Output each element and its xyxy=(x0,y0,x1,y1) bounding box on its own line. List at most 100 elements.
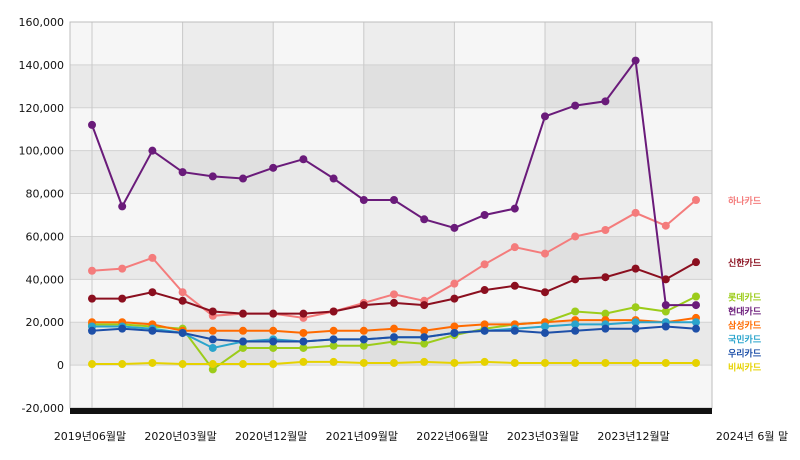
data-point xyxy=(631,358,640,367)
data-point xyxy=(480,286,489,295)
data-point xyxy=(118,202,127,211)
data-point xyxy=(269,343,278,352)
data-point xyxy=(571,320,580,329)
data-point xyxy=(692,318,700,327)
data-point xyxy=(359,358,368,367)
data-point xyxy=(601,273,610,282)
data-point xyxy=(571,275,580,284)
data-point xyxy=(118,264,127,273)
y-tick-label: 100,000 xyxy=(19,145,65,158)
x-axis-ticks: 2019년06월말 2020년03월말 2020년12월말 2021년09월말 2022… xyxy=(54,430,788,443)
series-label: 국민카드 xyxy=(728,333,762,345)
y-tick-label: -20,000 xyxy=(22,402,64,415)
data-point xyxy=(601,309,610,318)
grid-band xyxy=(364,22,455,408)
data-point xyxy=(541,358,549,367)
data-point xyxy=(208,343,217,352)
data-point xyxy=(148,146,157,155)
x-tick-label: 2020년12월말 xyxy=(235,430,307,443)
data-point xyxy=(299,343,308,352)
data-point xyxy=(208,360,217,369)
x-tick-label: 2022년06월말 xyxy=(416,430,488,443)
data-point xyxy=(299,328,308,337)
data-point xyxy=(269,163,278,172)
data-point xyxy=(692,358,700,367)
data-point xyxy=(359,335,368,344)
data-point xyxy=(541,288,549,297)
data-point xyxy=(88,360,96,369)
x-tick-label: 2023년12월말 xyxy=(597,430,669,443)
data-point xyxy=(299,309,308,318)
data-point xyxy=(631,303,640,312)
data-point xyxy=(88,294,96,303)
data-point xyxy=(661,275,670,284)
series-label: 비씨카드 xyxy=(728,361,762,373)
data-point xyxy=(571,326,580,335)
data-point xyxy=(178,360,187,369)
data-point xyxy=(239,360,247,369)
data-point xyxy=(359,326,368,335)
data-point xyxy=(208,307,217,316)
data-point xyxy=(480,211,489,219)
data-point xyxy=(148,358,157,367)
data-point xyxy=(420,301,429,310)
data-point xyxy=(420,333,429,342)
y-tick-label: 20,000 xyxy=(26,316,65,329)
x-tick-label: 2019년06월말 xyxy=(54,430,126,443)
data-point xyxy=(148,288,157,297)
data-point xyxy=(359,301,368,310)
data-point xyxy=(420,215,429,224)
data-point xyxy=(208,326,217,335)
series-label: 하나카드 xyxy=(728,195,762,207)
series-label: 현대카드 xyxy=(728,305,762,317)
data-point xyxy=(480,320,489,329)
y-tick-label: 140,000 xyxy=(19,59,65,72)
data-point xyxy=(601,226,610,235)
data-point xyxy=(329,357,338,366)
y-tick-label: 160,000 xyxy=(19,16,65,29)
data-point xyxy=(661,221,670,230)
data-point xyxy=(390,324,398,333)
data-point xyxy=(299,357,308,366)
x-tick-label: 2021년09월말 xyxy=(326,430,398,443)
data-point xyxy=(239,343,247,352)
data-point xyxy=(420,326,429,335)
y-axis-ticks: -20,000 0 20,000 40,000 60,000 80,000 100,000 1… xyxy=(19,16,65,415)
series-label: 신한카드 xyxy=(728,257,762,269)
data-point xyxy=(510,326,519,335)
data-point xyxy=(88,266,96,275)
x-tick-label: 2023년03월말 xyxy=(507,430,579,443)
series-label: 롯데카드 xyxy=(728,291,762,303)
data-point xyxy=(661,307,670,316)
data-point xyxy=(329,307,338,316)
data-point xyxy=(208,172,217,181)
data-point xyxy=(661,301,670,310)
data-point xyxy=(269,309,278,318)
data-point xyxy=(631,318,640,327)
data-point xyxy=(178,328,187,337)
data-point xyxy=(631,324,640,333)
y-tick-label: 40,000 xyxy=(26,273,65,286)
data-point xyxy=(601,358,610,367)
data-point xyxy=(661,322,670,331)
data-point xyxy=(692,324,700,333)
data-point xyxy=(118,294,127,303)
data-point xyxy=(118,324,127,333)
data-point xyxy=(601,324,610,333)
x-tick-label: 2024년 6월 말 xyxy=(716,430,788,443)
data-point xyxy=(692,292,700,301)
data-point xyxy=(450,294,459,303)
data-point xyxy=(239,326,247,335)
data-point xyxy=(692,301,700,310)
y-tick-label: 0 xyxy=(57,359,64,372)
data-point xyxy=(510,281,519,290)
data-point xyxy=(239,174,247,183)
data-point xyxy=(450,358,459,367)
series-label: 삼성카드 xyxy=(728,319,762,331)
data-point xyxy=(541,249,549,258)
data-point xyxy=(480,260,489,269)
data-point xyxy=(601,97,610,106)
data-point xyxy=(329,174,338,183)
data-point xyxy=(510,358,519,367)
